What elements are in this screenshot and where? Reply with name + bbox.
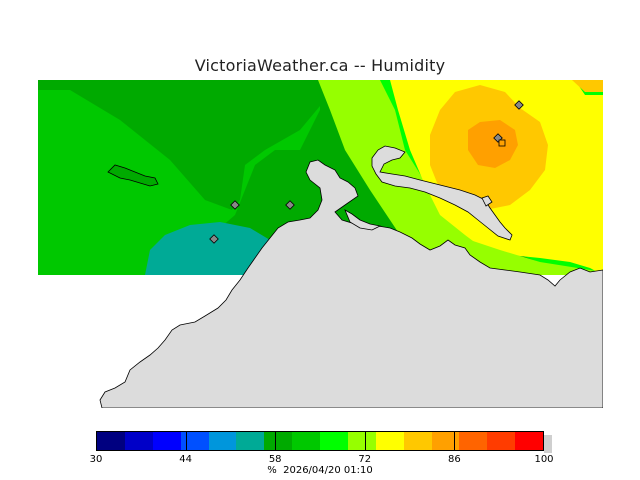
colorbar-tickmark bbox=[454, 432, 456, 450]
footer-unit: % bbox=[267, 465, 277, 476]
field-orange bbox=[468, 120, 518, 168]
colorbar-shadow bbox=[544, 435, 552, 453]
colorbar-swatch bbox=[487, 432, 516, 450]
island-east bbox=[371, 145, 513, 241]
colorbar-swatch bbox=[180, 432, 209, 450]
island-south bbox=[344, 209, 382, 231]
colorbar bbox=[96, 431, 544, 451]
humidity-field bbox=[38, 80, 603, 275]
station-marker[interactable] bbox=[209, 234, 219, 244]
colorbar-tick-label: 30 bbox=[89, 454, 103, 465]
stations bbox=[209, 100, 524, 244]
humidity-map[interactable] bbox=[38, 80, 603, 408]
station-marker[interactable] bbox=[514, 100, 524, 110]
colorbar-swatch bbox=[320, 432, 348, 450]
land-mass bbox=[99, 159, 603, 408]
colorbar-swatch bbox=[208, 432, 237, 450]
colorbar-swatch bbox=[375, 432, 404, 450]
colorbar-tick-label: 44 bbox=[179, 454, 192, 465]
colorbar-tick-label: 58 bbox=[268, 454, 282, 465]
page-title: VictoriaWeather.ca -- Humidity bbox=[194, 56, 446, 75]
footer-timestamp: 2026/04/20 01:10 bbox=[283, 465, 373, 476]
colorbar-swatch bbox=[97, 432, 125, 450]
colorbar-swatch bbox=[459, 432, 488, 450]
colorbar-tickmark bbox=[364, 432, 366, 450]
station-marker[interactable] bbox=[230, 200, 240, 210]
colorbar-swatch bbox=[347, 432, 376, 450]
field-inlet-teal bbox=[145, 222, 278, 275]
colorbar-swatch bbox=[124, 432, 153, 450]
station-marker[interactable] bbox=[285, 200, 295, 210]
colorbar-tickmark bbox=[185, 432, 187, 450]
colorbar-swatch bbox=[431, 432, 460, 450]
field-upper-left bbox=[38, 80, 330, 210]
colorbar-swatch bbox=[236, 432, 265, 450]
colorbar-tick-label: 72 bbox=[358, 454, 372, 465]
field-light-green-lower bbox=[470, 240, 603, 275]
field-orange-light bbox=[572, 80, 603, 92]
colorbar-tick-label: 86 bbox=[448, 454, 461, 465]
colorbar-swatch bbox=[264, 432, 293, 450]
colorbar-swatch bbox=[292, 432, 320, 450]
footer: % 2026/04/20 01:10 bbox=[0, 465, 640, 476]
colorbar-swatch bbox=[515, 432, 543, 450]
islet-east bbox=[481, 195, 493, 207]
colorbar-swatch bbox=[152, 432, 181, 450]
colorbar-tick-label: 100 bbox=[534, 454, 554, 465]
colorbar-swatch bbox=[403, 432, 432, 450]
island-north bbox=[107, 164, 159, 187]
colorbar-tickmark bbox=[275, 432, 277, 450]
station-marker[interactable] bbox=[498, 139, 506, 147]
